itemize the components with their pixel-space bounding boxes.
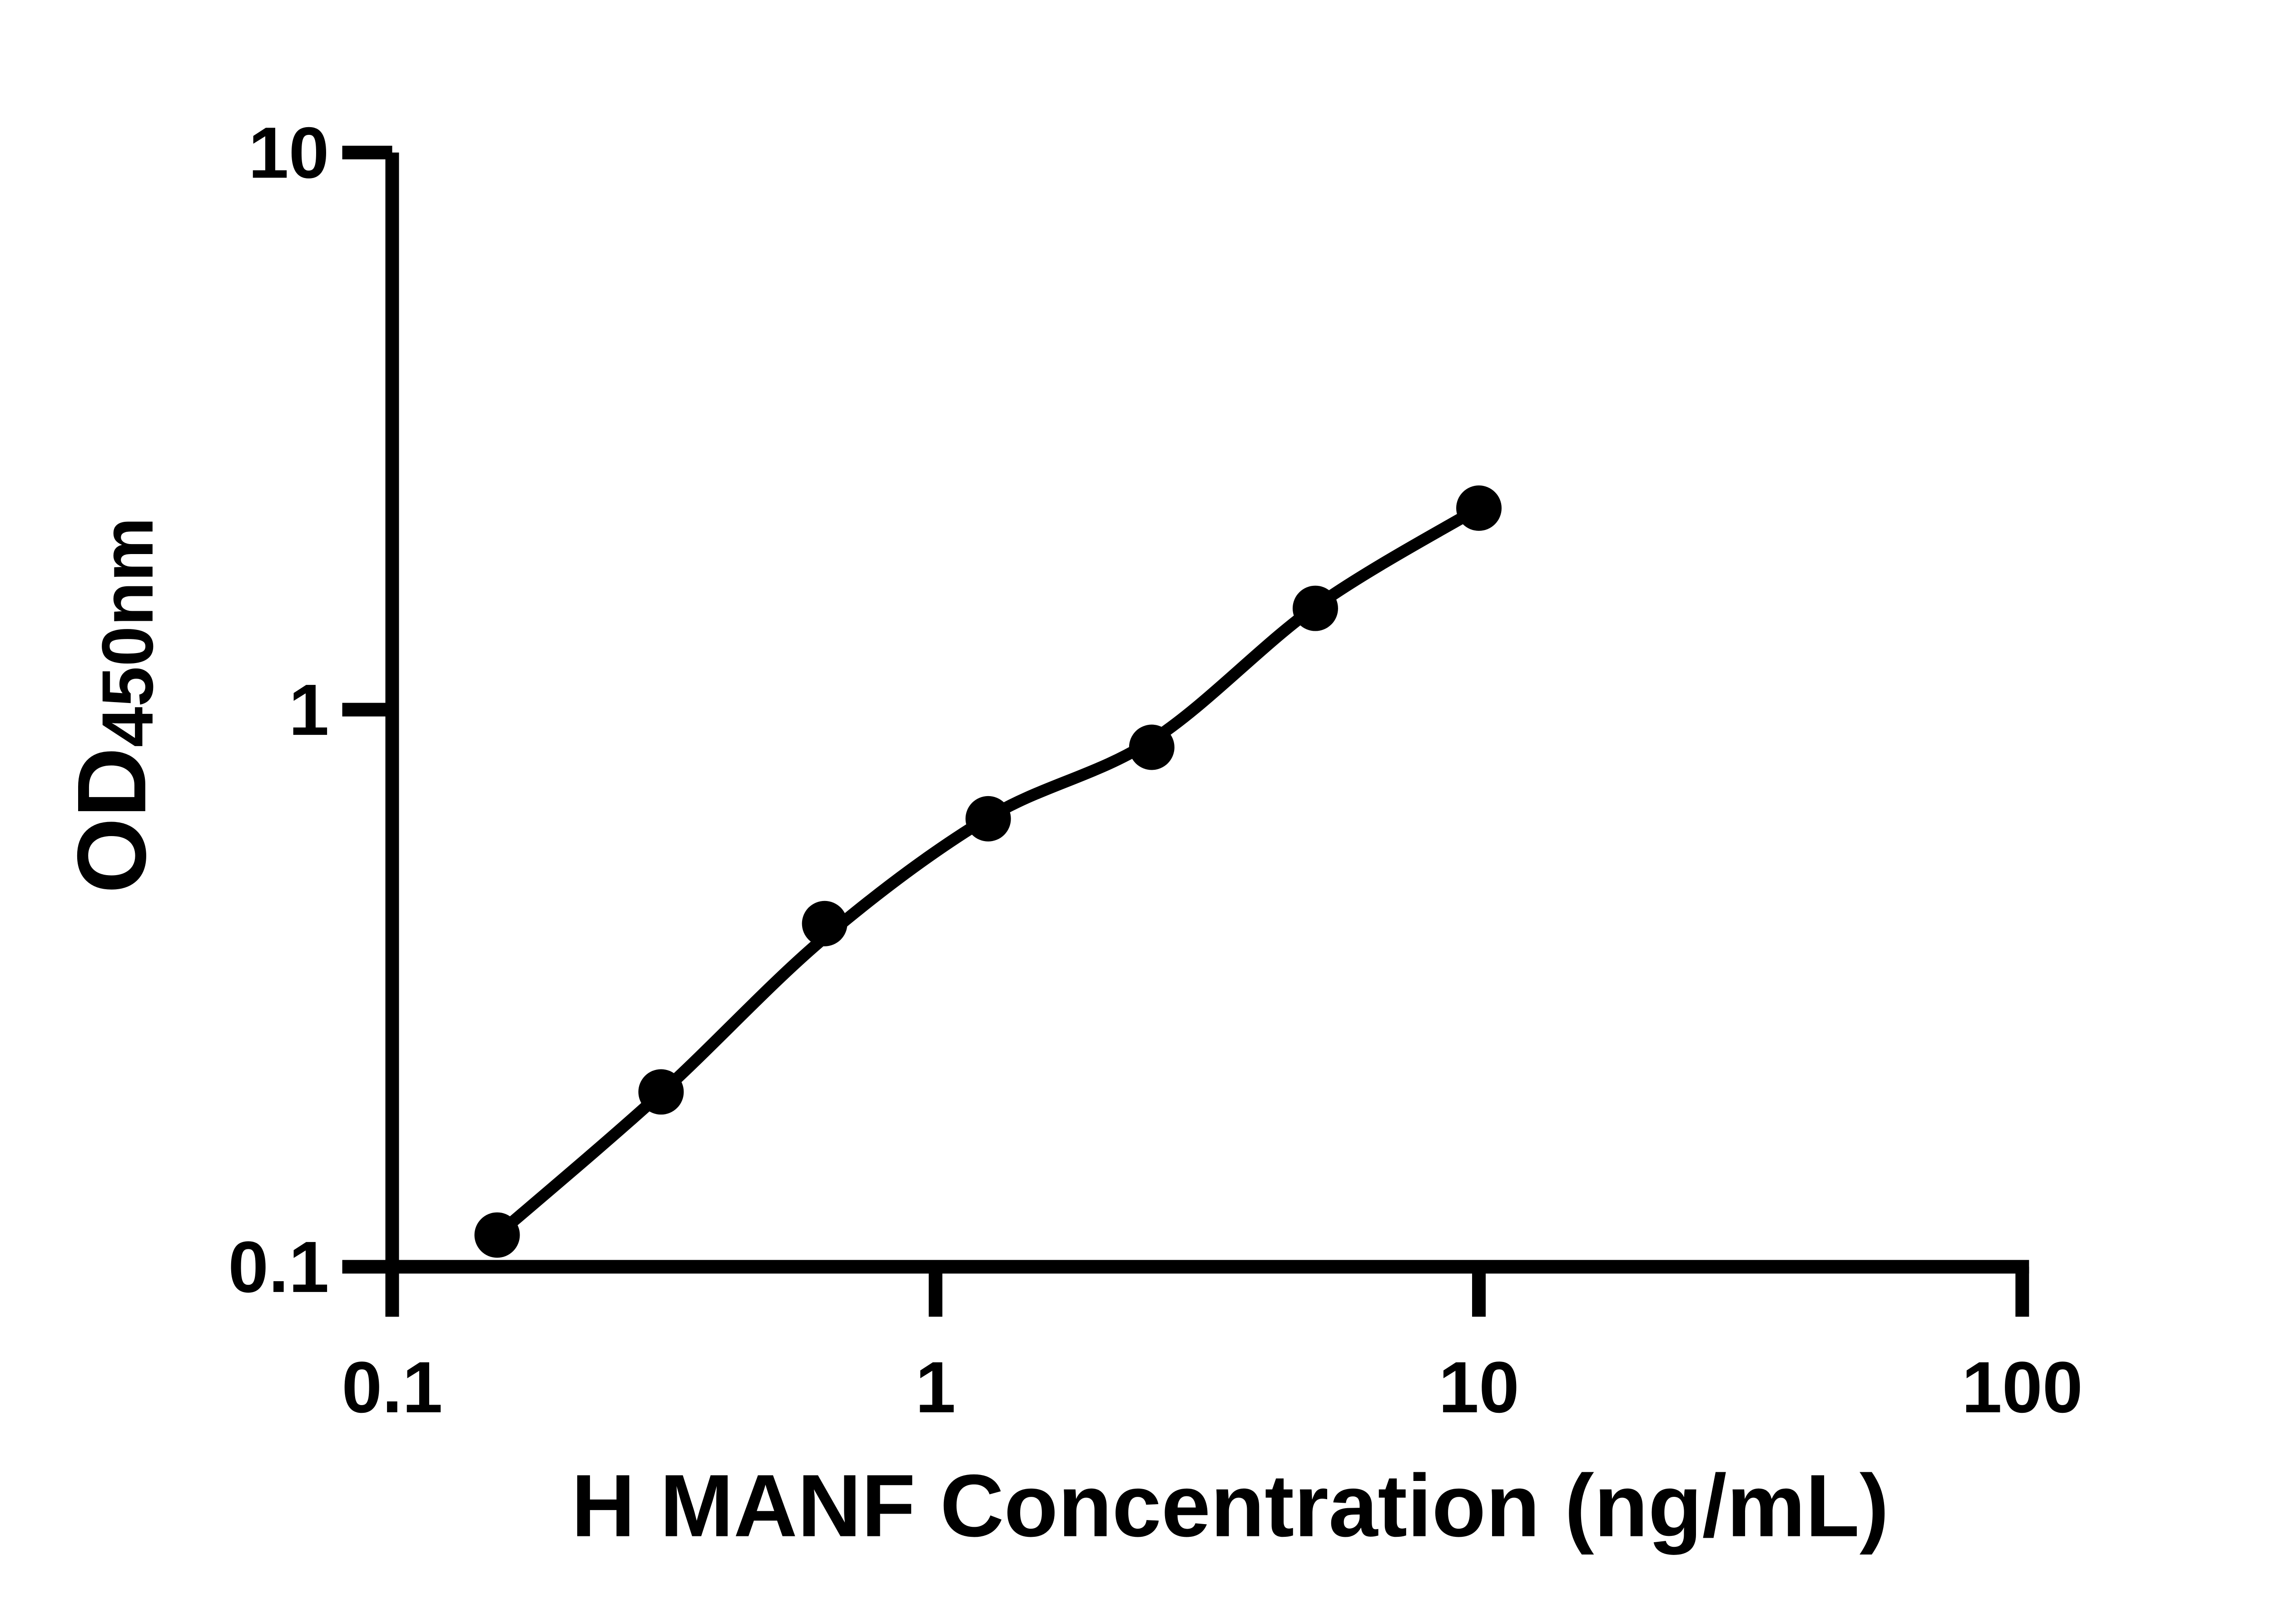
y-axis-title-main: OD [56, 747, 166, 893]
y-tick-label: 0.1 [228, 1226, 329, 1307]
x-tick-label: 10 [1438, 1347, 1519, 1428]
x-axis-title: H MANF Concentration (ng/mL) [571, 1457, 1889, 1555]
data-point [1129, 724, 1175, 770]
y-axis-title: OD450nm [56, 517, 168, 894]
y-tick-label: 1 [289, 669, 329, 750]
data-point [638, 1069, 684, 1115]
data-point [965, 796, 1011, 842]
data-point [1456, 485, 1502, 531]
data-point [802, 901, 848, 946]
data-point [474, 1212, 520, 1258]
axes-layer [342, 145, 2029, 1317]
y-axis-title-subscript: 450nm [86, 517, 168, 748]
data-point [1292, 585, 1338, 631]
y-tick-label: 10 [248, 112, 329, 193]
x-tick-label: 0.1 [342, 1347, 442, 1428]
x-tick-label: 1 [915, 1347, 956, 1428]
x-tick-label: 100 [1962, 1347, 2083, 1428]
data-points-layer [474, 485, 1502, 1258]
tick-labels-layer: 10 1 0.10.1 1 10 100 [228, 112, 2083, 1427]
